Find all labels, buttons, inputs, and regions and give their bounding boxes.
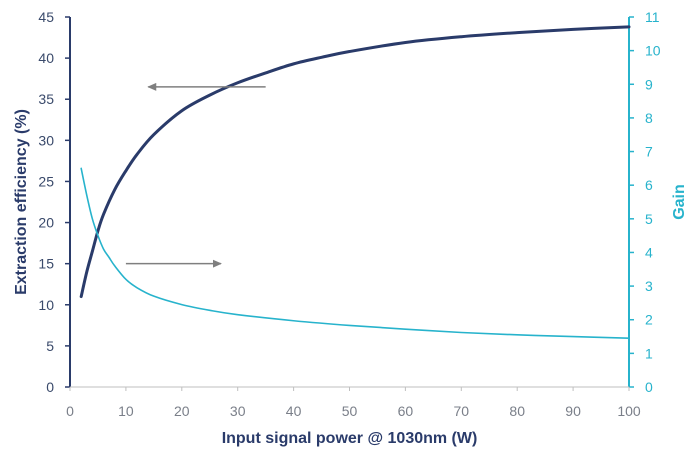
x-tick-label: 90 (565, 403, 581, 419)
y-right-tick-label: 9 (645, 76, 653, 92)
x-tick-label: 60 (398, 403, 414, 419)
x-tick-label: 70 (454, 403, 470, 419)
y-right-tick-label: 11 (645, 9, 660, 25)
y-left-tick-label: 30 (38, 132, 54, 148)
y-right-tick-label: 7 (645, 144, 653, 160)
y-axis-right-title: Gain (671, 184, 688, 220)
y-left-tick-label: 40 (38, 50, 54, 66)
y-axis-left-title: Extraction efficiency (%) (13, 109, 30, 295)
x-tick-label: 30 (230, 403, 246, 419)
y-right-tick-label: 10 (645, 43, 661, 59)
x-tick-label: 0 (66, 403, 74, 419)
y-right-tick-label: 0 (645, 379, 653, 395)
series-line-efficiency (79, 25, 631, 299)
y-left-tick-label: 15 (38, 256, 54, 272)
x-tick-label: 100 (617, 403, 641, 419)
x-tick-label: 10 (118, 403, 134, 419)
x-tick-label: 40 (286, 403, 302, 419)
y-left-tick-label: 0 (46, 379, 54, 395)
y-right-tick-label: 3 (645, 278, 653, 294)
y-right-tick-label: 1 (645, 345, 653, 361)
y-left-tick-label: 35 (38, 91, 54, 107)
y-left-tick-label: 10 (38, 297, 54, 313)
y-right-tick-label: 5 (645, 211, 653, 227)
x-tick-label: 50 (342, 403, 358, 419)
y-right-tick-label: 8 (645, 110, 653, 126)
series-line-gain (80, 167, 630, 340)
x-axis-title: Input signal power @ 1030nm (W) (222, 430, 478, 447)
x-tick-label: 80 (509, 403, 525, 419)
y-left-tick-label: 20 (38, 215, 54, 231)
y-left-tick-label: 5 (46, 338, 54, 354)
y-right-tick-label: 2 (645, 312, 653, 328)
x-tick-label: 20 (174, 403, 190, 419)
y-left-tick-label: 25 (38, 173, 54, 189)
y-right-tick-label: 4 (645, 244, 653, 260)
y-left-tick-label: 45 (38, 9, 54, 25)
y-right-tick-label: 6 (645, 177, 653, 193)
